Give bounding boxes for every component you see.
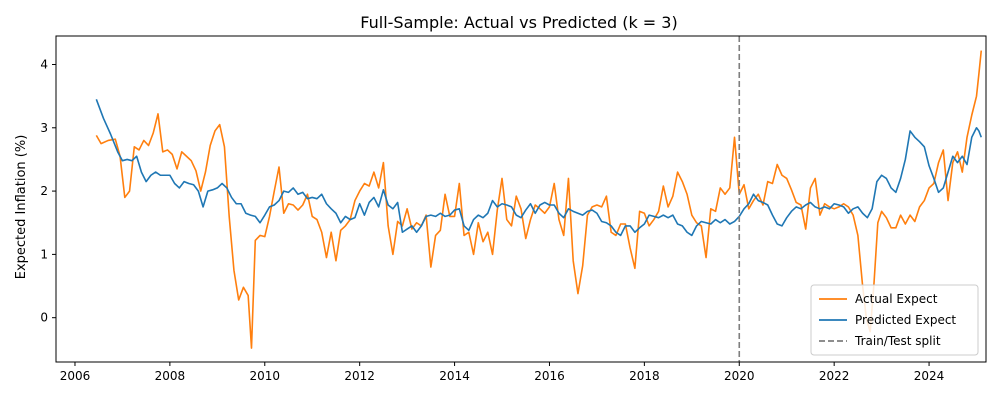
x-tick-label: 2012 xyxy=(344,369,375,383)
y-tick-label: 4 xyxy=(40,57,48,71)
y-tick-label: 0 xyxy=(40,311,48,325)
legend-box xyxy=(810,284,979,356)
x-tick-label: 2008 xyxy=(155,369,186,383)
x-tick-label: 2006 xyxy=(60,369,91,383)
x-tick-label: 2016 xyxy=(534,369,565,383)
plot-area: 2006 2008 2010 2012 2014 2016 2018 2020 2022 2024… xyxy=(40,35,987,383)
x-tick-label: 2022 xyxy=(819,369,850,383)
y-tick-label: 2 xyxy=(40,184,48,198)
x-tick-label: 2020 xyxy=(724,369,755,383)
plot-frame xyxy=(55,35,987,363)
x-tick-label: 2010 xyxy=(250,369,281,383)
y-tick-label: 1 xyxy=(40,247,48,261)
chart-title: Full-Sample: Actual vs Predicted (k = 3) xyxy=(360,13,677,32)
series-line-actual xyxy=(95,50,983,349)
y-tick-label: 3 xyxy=(40,121,48,135)
x-tick-label: 2014 xyxy=(439,369,470,383)
legend: Actual Expect Predicted Expect Train/Test … xyxy=(810,284,979,356)
x-tick-label: 2018 xyxy=(629,369,660,383)
legend-item-actual-label: Actual Expect xyxy=(855,292,938,306)
series-line-predicted xyxy=(95,99,983,237)
x-tick-label: 2024 xyxy=(914,369,945,383)
y-axis-label: Expected Inflation (%) xyxy=(14,135,29,280)
legend-item-split-label: Train/Test split xyxy=(854,334,941,348)
legend-item-predicted-label: Predicted Expect xyxy=(855,313,956,327)
